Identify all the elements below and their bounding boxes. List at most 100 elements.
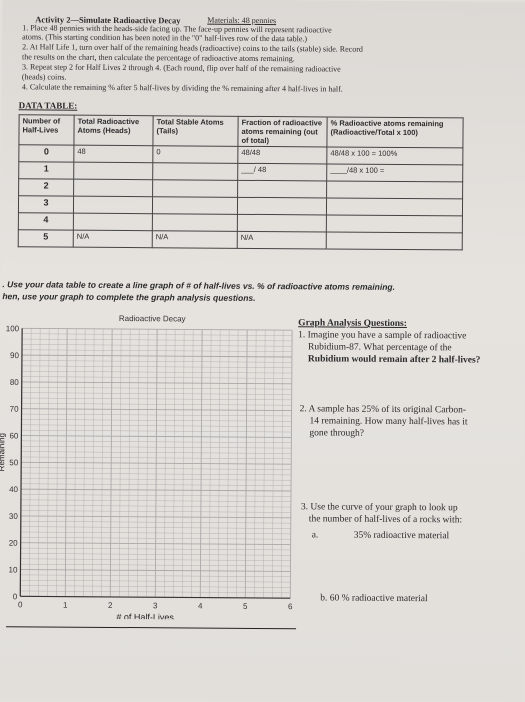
grid-line-horizontal — [21, 424, 292, 427]
cell-fraction: N/A — [237, 231, 327, 249]
cell-percent[interactable]: 48/48 x 100 = 100% — [326, 146, 463, 165]
x-axis — [20, 595, 291, 599]
cell-radioactive[interactable] — [73, 213, 153, 231]
cell-stable[interactable]: 0 — [152, 145, 238, 164]
q1-line-2: Rubidium-87. What percentage of the — [307, 342, 452, 354]
cell-percent[interactable] — [326, 214, 463, 233]
cell-stable: N/A — [152, 230, 238, 249]
cell-radioactive[interactable] — [73, 196, 153, 214]
cell-fraction[interactable] — [237, 214, 327, 232]
grid-line-horizontal — [21, 397, 292, 401]
grid-line-horizontal — [21, 429, 292, 433]
grid-line-horizontal — [20, 569, 291, 572]
x-tick-label: 2 — [108, 601, 113, 610]
grid-line-horizontal — [21, 467, 292, 470]
cell-fraction[interactable] — [237, 180, 327, 198]
grid-line-horizontal — [22, 338, 293, 342]
cell-fraction[interactable] — [237, 197, 327, 215]
y-tick-label: 60 — [9, 431, 19, 440]
cell-stable[interactable] — [152, 213, 238, 232]
grid-line-horizontal — [21, 381, 292, 385]
cell-stable[interactable] — [152, 162, 238, 181]
grid-line-horizontal — [20, 553, 291, 556]
y-tick-label: 10 — [9, 565, 19, 574]
y-tick-label: 40 — [9, 485, 19, 494]
q2-line-3: gone through? — [309, 428, 365, 439]
y-tick-label: 50 — [9, 458, 19, 467]
y-tick-label: 80 — [10, 378, 20, 387]
x-tick-label: 5 — [243, 602, 248, 611]
header-fraction: Fraction of radioactive atoms remaining … — [237, 116, 328, 147]
grid-line-horizontal — [21, 354, 292, 358]
x-tick-label: 6 — [288, 602, 293, 611]
y-axis — [19, 328, 23, 597]
graph-instruction-2: hen, use your graph to complete the grap… — [2, 291, 256, 303]
grid-line-horizontal — [21, 413, 292, 417]
cell-percent[interactable]: ____/48 x 100 = — [326, 163, 463, 182]
chart-title: Radioactive Decay — [119, 314, 186, 323]
grid-line-horizontal — [20, 515, 291, 519]
grid-line-horizontal — [21, 488, 292, 492]
x-tick-label: 1 — [63, 601, 68, 610]
q3b-text: b. 60 % radioactive material — [320, 593, 428, 605]
instruction-line-7: 4. Calculate the remaining % after 5 hal… — [21, 82, 343, 94]
header-radioactive: Total Radioactive Atoms (Heads) — [73, 115, 154, 146]
q3-line-1: 3. Use the curve of your graph to look u… — [300, 502, 458, 514]
q1-line-3: Rubidium would remain after 2 half-lives… — [307, 354, 481, 366]
graph-instruction-1: . Use your data table to create a line g… — [2, 279, 396, 292]
grid-line-horizontal — [21, 478, 292, 481]
decay-chart[interactable]: Radioactive Decay 0 10 20 30 40 50 60 70 80 90 100 0… — [0, 306, 300, 620]
questions-heading: Graph Analysis Questions: — [298, 318, 407, 330]
grid-line-horizontal — [20, 499, 291, 502]
grid-line-horizontal — [21, 360, 292, 363]
grid-line-horizontal — [21, 419, 292, 422]
q2-line-1: 2. A sample has 25% of its original Carb… — [299, 404, 467, 416]
cell-radioactive[interactable]: 48 — [73, 145, 153, 163]
grid-line-horizontal — [20, 585, 291, 588]
grid-line-horizontal — [20, 590, 291, 594]
grid-line-horizontal — [21, 472, 292, 476]
y-tick-label: 90 — [10, 351, 20, 360]
cell-percent[interactable] — [326, 180, 463, 199]
grid-line-horizontal — [20, 526, 291, 529]
grid-line-horizontal — [21, 446, 292, 449]
instruction-line-6: (heads) coins. — [21, 72, 67, 82]
cell-fraction[interactable]: 48/48 — [237, 146, 327, 164]
q1-line-1: 1. Imagine you have a sample of radioact… — [298, 330, 467, 342]
grid-line-horizontal — [22, 327, 293, 331]
q2-line-2: 14 remaining. How many half-lives has it — [309, 416, 468, 428]
header-half-lives: Number of Half-Lives — [18, 114, 75, 146]
grid-line-horizontal — [20, 510, 291, 513]
grid-line-horizontal — [20, 563, 291, 567]
grid-line-horizontal — [21, 349, 292, 352]
grid-line-horizontal — [21, 435, 292, 438]
grid-line-horizontal — [20, 494, 291, 497]
y-tick-label: 70 — [10, 405, 20, 414]
bottom-divider — [6, 626, 297, 630]
cell-radioactive[interactable] — [73, 162, 153, 180]
grid-line-horizontal — [20, 547, 291, 551]
cell-fraction[interactable]: ___/ 48 — [237, 163, 327, 181]
y-axis-label: Remaining — [0, 433, 6, 471]
x-axis-label: # of Half-Lives — [116, 612, 174, 620]
x-tick-label: 4 — [198, 602, 203, 611]
data-table-label: DATA TABLE: — [18, 100, 78, 111]
cell-radioactive: N/A — [73, 230, 153, 248]
cell-percent[interactable] — [326, 197, 463, 216]
data-table: Number of Half-Lives Total Radioactive A… — [18, 114, 464, 250]
cell-stable[interactable] — [152, 179, 238, 198]
grid-line-horizontal — [22, 333, 293, 336]
y-tick-label: 0 — [13, 592, 18, 601]
grid-line-horizontal — [21, 376, 292, 379]
q3a-letter: a. — [311, 530, 319, 541]
cell-radioactive[interactable] — [73, 179, 153, 197]
cell-half-lives: 1 — [18, 161, 74, 180]
grid-line-horizontal — [20, 542, 291, 546]
cell-half-lives: 4 — [18, 212, 74, 231]
cell-percent[interactable] — [326, 231, 463, 250]
table-header-row: Number of Half-Lives Total Radioactive A… — [18, 114, 464, 148]
table-row: 5 N/A N/A N/A — [18, 229, 463, 250]
grid-line-horizontal — [21, 365, 292, 368]
cell-stable[interactable] — [152, 196, 238, 215]
